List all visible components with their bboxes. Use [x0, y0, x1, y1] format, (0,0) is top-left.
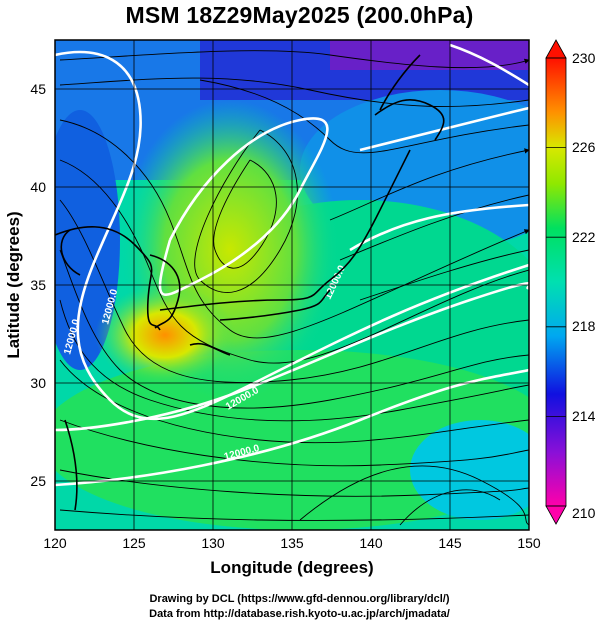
x-axis: 120 125 130 135 140 145 150 Longitude (d… — [43, 535, 541, 577]
x-tick-label: 125 — [122, 535, 146, 551]
x-tick-label: 135 — [280, 535, 304, 551]
y-tick-label: 45 — [30, 81, 46, 97]
y-tick-label: 40 — [30, 179, 46, 195]
x-tick-label: 120 — [43, 535, 67, 551]
colorbar-tick-label: 210 — [572, 505, 596, 521]
colorbar-bottom-arrow — [545, 505, 567, 525]
colorbar-tick-label: 222 — [572, 229, 596, 245]
latlon-grid — [55, 40, 529, 530]
colorbar-tick-label: 226 — [572, 139, 596, 155]
wind-streamlines — [59, 50, 529, 526]
colorbar-top-arrow — [545, 39, 567, 59]
y-tick-label: 35 — [30, 277, 46, 293]
y-tick-label: 30 — [30, 375, 46, 391]
colorbar-tick-label: 230 — [572, 50, 596, 66]
x-axis-title: Longitude (degrees) — [210, 558, 373, 577]
chart-title: MSM 18Z29May2025 (200.0hPa) — [125, 2, 474, 28]
credit-data-source: Data from http://database.rish.kyoto-u.a… — [149, 608, 450, 620]
x-tick-label: 145 — [438, 535, 462, 551]
colorbar-tick-label: 214 — [572, 408, 596, 424]
y-axis-title: Latitude (degrees) — [4, 211, 23, 358]
colorbar: 230 226 222 218 214 210 — [545, 39, 596, 525]
colorbar-body — [545, 57, 567, 507]
x-tick-label: 130 — [201, 535, 225, 551]
y-tick-label: 25 — [30, 473, 46, 489]
plot-frame — [54, 39, 530, 531]
x-tick-label: 150 — [517, 535, 541, 551]
x-tick-label: 140 — [359, 535, 383, 551]
credit-drawing: Drawing by DCL (https://www.gfd-dennou.o… — [149, 593, 450, 605]
y-axis: 25 30 35 40 45 Latitude (degrees) — [4, 81, 46, 489]
colorbar-tick-label: 218 — [572, 318, 596, 334]
